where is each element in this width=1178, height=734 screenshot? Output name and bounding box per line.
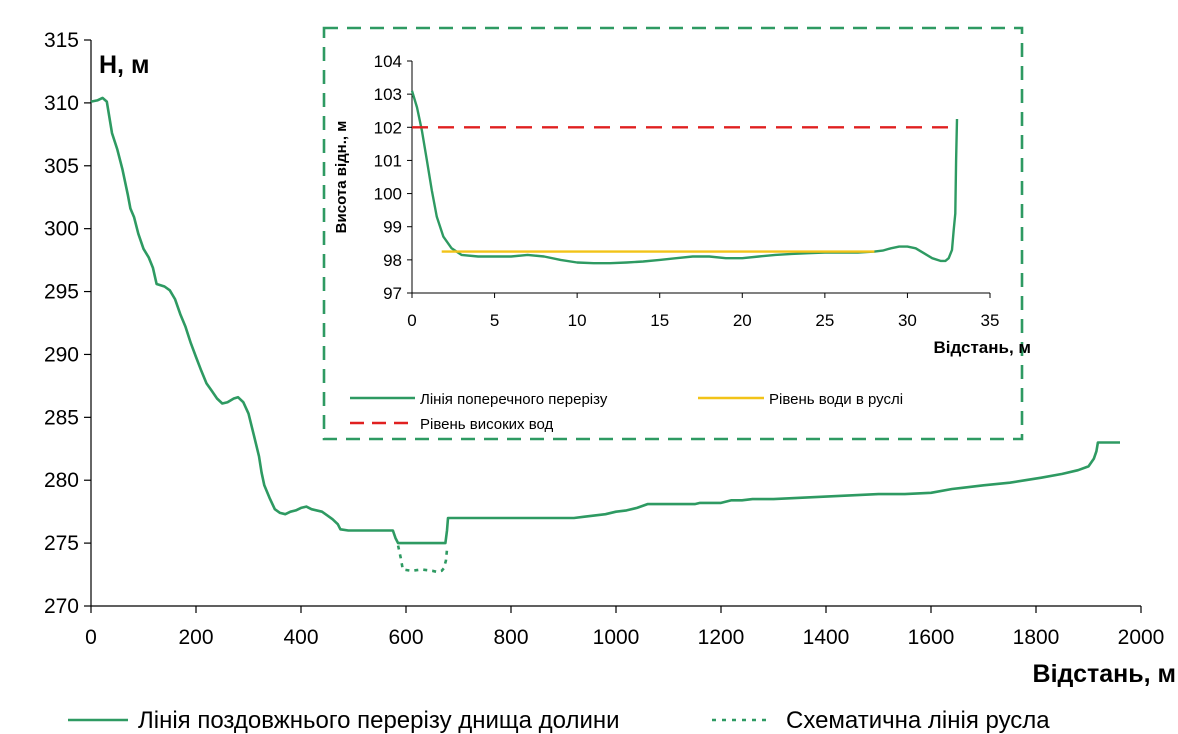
main-x-tick-label: 0 — [85, 626, 97, 649]
main-y-tick-label: 275 — [44, 532, 79, 555]
main-x-axis-label: Відстань, м — [1033, 660, 1176, 688]
inset-legend-label-cross-section: Лінія поперечного перерізу — [420, 391, 608, 408]
main-legend: Лінія поздовжнього перерізу днища долини… — [68, 707, 1050, 734]
main-y-tick-label: 270 — [44, 595, 79, 618]
main-x-tick-label: 1800 — [1013, 626, 1060, 649]
inset-frame — [322, 26, 1024, 441]
main-series-line-1 — [396, 545, 449, 574]
main-y-tick-label: 300 — [44, 218, 79, 241]
inset-x-tick-label: 15 — [650, 311, 669, 330]
inset-y-tick-label: 104 — [374, 52, 402, 71]
inset-y-tick-label: 100 — [374, 185, 402, 204]
inset-legend-label-high-water: Рівень високих вод — [420, 416, 554, 433]
main-y-tick-label: 290 — [44, 343, 79, 366]
main-x-tick-label: 600 — [388, 626, 423, 649]
inset-x-axis-label: Відстань, м — [933, 338, 1031, 357]
main-y-tick-label: 305 — [44, 155, 79, 178]
inset-series-line-0 — [410, 90, 959, 265]
main-y-tick-label: 280 — [44, 469, 79, 492]
main-x-tick-label: 1400 — [803, 626, 850, 649]
inset-x-tick-label: 10 — [568, 311, 587, 330]
inset-x-tick-label: 25 — [815, 311, 834, 330]
legend-label-valley-profile: Лінія поздовжнього перерізу днища долини — [138, 707, 620, 734]
main-x-tick-label: 2000 — [1118, 626, 1165, 649]
main-y-tick-label: 310 — [44, 92, 79, 115]
main-x-tick-label: 200 — [178, 626, 213, 649]
main-x-tick-label: 800 — [493, 626, 528, 649]
inset-x-tick-label: 0 — [407, 311, 416, 330]
inset-x-tick-label: 20 — [733, 311, 752, 330]
main-y-axis-label: H, м — [99, 51, 149, 79]
inset-y-tick-label: 99 — [383, 218, 402, 237]
inset-y-tick-label: 103 — [374, 85, 402, 104]
main-y-tick-label: 315 — [44, 29, 79, 52]
inset-x-tick-label: 30 — [898, 311, 917, 330]
inset-x-tick-label: 35 — [981, 311, 1000, 330]
main-x-tick-label: 400 — [283, 626, 318, 649]
inset-chart: 97 98 99 100 101 102 103 104 0 5 10 15 20 25 30 35 Висот… — [322, 26, 1031, 441]
main-x-tick-label: 1600 — [908, 626, 955, 649]
inset-y-tick-label: 98 — [383, 251, 402, 270]
inset-y-tick-label: 101 — [374, 151, 402, 170]
main-y-tick-label: 285 — [44, 406, 79, 429]
inset-legend-label-water-level: Рівень води в руслі — [769, 391, 903, 408]
main-x-tick-label: 1000 — [593, 626, 640, 649]
main-y-tick-label: 295 — [44, 281, 79, 304]
main-x-tick-label: 1200 — [698, 626, 745, 649]
inset-legend: Лінія поперечного перерізу Рівень води в … — [350, 391, 903, 433]
main-series-line-0 — [90, 96, 1120, 545]
legend-label-schematic-channel: Схематична лінія русла — [786, 707, 1050, 734]
inset-x-tick-label: 5 — [490, 311, 499, 330]
inset-y-tick-label: 97 — [383, 284, 402, 303]
inset-y-axis-label: Висота відн., м — [333, 121, 350, 234]
inset-y-tick-label: 102 — [374, 118, 402, 137]
